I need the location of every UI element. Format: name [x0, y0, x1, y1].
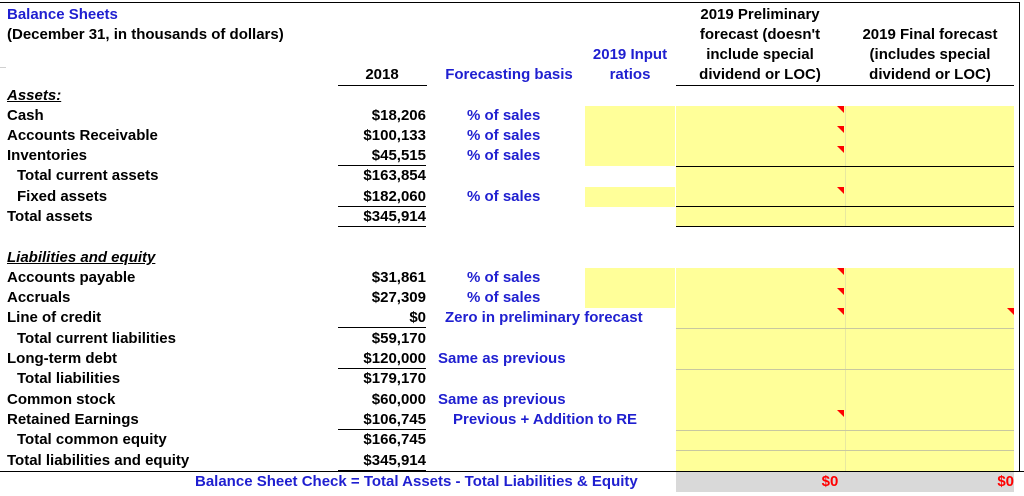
basis-line-of-credit: Zero in preliminary forecast [445, 309, 643, 326]
value-2018-retained-earnings[interactable]: $106,745 [338, 410, 426, 430]
comment-marker-icon[interactable] [837, 288, 844, 295]
row-label-total-liabilities-and-equity: Total liabilities and equity [7, 452, 190, 469]
header-prelim-4: dividend or LOC) [699, 66, 821, 83]
value-2018-total-current-liabilities[interactable]: $59,170 [371, 330, 426, 347]
header-prelim-2: forecast (doesn't [699, 26, 821, 43]
header-underline-forecasts [676, 85, 1014, 86]
row-label-common-stock: Common stock [7, 391, 116, 408]
sheet-frame [0, 2, 1020, 472]
header-underline-2018 [338, 85, 427, 86]
basis-long-term-debt: Same as previous [438, 350, 566, 367]
forecast-underline-tca [676, 166, 1014, 167]
row-label-accounts-receivable: Accounts Receivable [7, 127, 158, 144]
row-label-total-assets: Total assets [7, 208, 93, 225]
basis-common-stock: Same as previous [438, 391, 566, 408]
comment-marker-icon[interactable] [837, 308, 844, 315]
value-2018-total-assets[interactable]: $345,914 [338, 207, 426, 227]
row-label-total-current-assets: Total current assets [17, 167, 159, 184]
value-2018-fixed-assets[interactable]: $182,060 [338, 187, 426, 207]
balance-check-prelim[interactable]: $0 [821, 473, 839, 490]
row-label-total-current-liabilities: Total current liabilities [17, 330, 176, 347]
check-row-top-border [0, 471, 1024, 472]
value-2018-long-term-debt[interactable]: $120,000 [338, 349, 426, 369]
basis-cash: % of sales [467, 107, 541, 124]
header-prelim-3: include special [706, 46, 814, 63]
header-input-1: 2019 Input [592, 46, 668, 63]
row-label-line-of-credit: Line of credit [7, 309, 102, 326]
comment-marker-icon[interactable] [837, 106, 844, 113]
header-input-2: ratios [609, 66, 651, 83]
header-2018: 2018 [365, 66, 399, 83]
input-ratio-cash-ar-inv[interactable] [585, 106, 675, 166]
balance-check-label: Balance Sheet Check = Total Assets - Tot… [195, 473, 638, 490]
row-label-fixed-assets: Fixed assets [17, 188, 108, 205]
sheet-subtitle: (December 31, in thousands of dollars) [7, 26, 284, 43]
value-2018-inventories[interactable]: $45,515 [338, 146, 426, 166]
header-final-3: dividend or LOC) [869, 66, 991, 83]
basis-accounts-receivable: % of sales [467, 127, 541, 144]
sheet-title: Balance Sheets [7, 6, 118, 23]
input-ratio-fixed-assets[interactable] [585, 187, 675, 207]
forecast-underline-tce [676, 450, 1014, 451]
basis-fixed-assets: % of sales [467, 188, 541, 205]
value-2018-total-liabilities[interactable]: $179,170 [363, 370, 426, 387]
comment-marker-icon[interactable] [1007, 308, 1014, 315]
comment-marker-icon[interactable] [837, 126, 844, 133]
row-label-total-liabilities: Total liabilities [17, 370, 121, 387]
forecast-underline-fa [676, 206, 1014, 207]
balance-check-final[interactable]: $0 [997, 473, 1014, 490]
header-final-1: 2019 Final forecast [862, 26, 998, 43]
header-prelim-1: 2019 Preliminary [700, 6, 820, 23]
header-forecasting-basis: Forecasting basis [445, 66, 573, 83]
value-2018-accounts-payable[interactable]: $31,861 [371, 269, 426, 286]
forecast-underline-ta [676, 226, 1014, 227]
input-ratio-payables-accruals[interactable] [585, 268, 675, 308]
value-2018-line-of-credit[interactable]: $0 [338, 308, 426, 328]
value-2018-accounts-receivable[interactable]: $100,133 [363, 127, 426, 144]
check-row-fill [676, 472, 1014, 492]
assets-heading: Assets: [7, 87, 62, 104]
value-2018-total-current-assets[interactable]: $163,854 [363, 167, 426, 184]
forecast-underline-re [676, 430, 1014, 431]
value-2018-cash[interactable]: $18,206 [371, 107, 426, 124]
header-final-2: (includes special [869, 46, 991, 63]
basis-accruals: % of sales [467, 289, 541, 306]
basis-accounts-payable: % of sales [467, 269, 541, 286]
row-label-accruals: Accruals [7, 289, 71, 306]
value-2018-accruals[interactable]: $27,309 [371, 289, 426, 306]
value-2018-common-stock[interactable]: $60,000 [371, 391, 426, 408]
comment-marker-icon[interactable] [837, 268, 844, 275]
comment-marker-icon[interactable] [837, 187, 844, 194]
liabilities-heading: Liabilities and equity [7, 249, 156, 266]
row-label-accounts-payable: Accounts payable [7, 269, 136, 286]
comment-marker-icon[interactable] [837, 146, 844, 153]
gridline [0, 67, 6, 68]
value-2018-total-common-equity[interactable]: $166,745 [363, 431, 426, 448]
row-label-long-term-debt: Long-term debt [7, 350, 117, 367]
forecast-underline-loc [676, 328, 1014, 329]
row-label-retained-earnings: Retained Earnings [7, 411, 139, 428]
comment-marker-icon[interactable] [837, 410, 844, 417]
basis-retained-earnings: Previous + Addition to RE [453, 411, 638, 428]
row-label-inventories: Inventories [7, 147, 88, 164]
row-label-total-common-equity: Total common equity [17, 431, 167, 448]
forecast-underline-ltd [676, 369, 1014, 370]
row-label-cash: Cash [7, 107, 44, 124]
basis-inventories: % of sales [467, 147, 541, 164]
value-2018-total-liabilities-and-equity[interactable]: $345,914 [338, 451, 426, 471]
